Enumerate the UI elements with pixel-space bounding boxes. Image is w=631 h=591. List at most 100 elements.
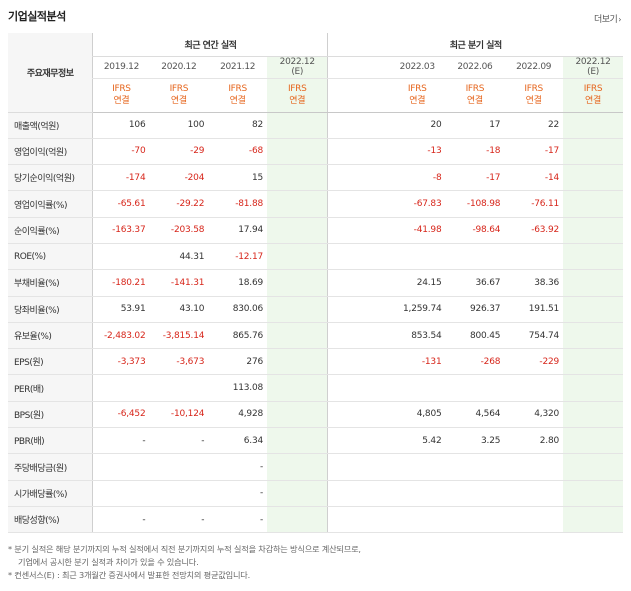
table-cell: 926.37	[445, 296, 505, 323]
table-cell	[92, 480, 150, 507]
period-label: 2022.03	[399, 62, 435, 72]
table-cell: 18.69	[208, 269, 268, 297]
table-cell	[563, 296, 623, 323]
table-cell: -	[208, 453, 268, 481]
table-cell	[327, 348, 389, 376]
table-cell	[327, 296, 389, 323]
table-cell: -17	[445, 164, 505, 192]
row-label: 당좌비율(%)	[8, 296, 93, 323]
table-cell: -13	[388, 138, 446, 166]
table-cell	[327, 322, 389, 350]
estimate-suffix: (E)	[587, 67, 599, 77]
table-cell: -3,815.14	[149, 322, 209, 350]
table-cell	[563, 401, 623, 429]
table-cell: 43.10	[149, 296, 209, 323]
table-cell: 830.06	[208, 296, 268, 323]
table-cell	[563, 348, 623, 376]
table-cell	[267, 164, 328, 192]
period-label: 2021.12	[220, 62, 256, 72]
table-cell	[267, 112, 328, 139]
table-cell: 6.34	[208, 427, 268, 455]
table-cell	[563, 480, 623, 507]
table-body: 매출액(억원) 106 100 82 20 17 22 영업이익(억원) -70 -29 -68 -1…	[8, 112, 623, 534]
table-cell	[267, 296, 328, 323]
table-cell	[327, 374, 389, 402]
standard-header: IFRS 연결	[504, 78, 564, 113]
table-cell	[327, 427, 389, 455]
table-cell: -3,673	[149, 348, 209, 376]
table-cell: 22	[504, 112, 564, 139]
table-cell	[149, 374, 209, 402]
standard-header: IFRS 연결	[92, 78, 150, 113]
label-column-header: 주요재무정보	[8, 33, 93, 113]
table-cell: -131	[388, 348, 446, 376]
row-label: ROE(%)	[8, 243, 93, 271]
more-link[interactable]: 더보기›	[593, 15, 621, 25]
table-cell	[267, 322, 328, 350]
period-label: 2022.09	[516, 62, 552, 72]
table-cell: -14	[504, 164, 564, 192]
table-cell: -180.21	[92, 269, 150, 297]
table-cell: -17	[504, 138, 564, 166]
table-row: 당좌비율(%) 53.91 43.10 830.06 1,259.74 926.37 191…	[8, 296, 623, 323]
table-cell	[445, 374, 505, 402]
consolidated-label: 연결	[585, 96, 601, 106]
table-row: 주당배당금(원) -	[8, 453, 623, 481]
table-cell: -67.83	[388, 190, 446, 218]
table-cell	[267, 269, 328, 297]
financial-table: 주요재무정보 최근 연간 실적 최근 분기 실적 2019.12 2020.12 2…	[8, 33, 623, 534]
table-row: 부채비율(%) -180.21 -141.31 18.69 24.15 36.67 38.3…	[8, 269, 623, 297]
period-header-2022.12: 2022.12 (E)	[267, 56, 328, 79]
table-cell	[563, 427, 623, 455]
table-cell	[267, 243, 328, 271]
table-cell: -12.17	[208, 243, 268, 271]
row-label: 유보율(%)	[8, 322, 93, 350]
table-cell	[563, 506, 623, 534]
table-cell: 3.25	[445, 427, 505, 455]
table-cell	[388, 506, 446, 534]
table-cell: -3,373	[92, 348, 150, 376]
table-cell	[267, 453, 328, 481]
standard-header: IFRS 연결	[388, 78, 446, 113]
table-cell	[327, 138, 389, 166]
table-cell	[388, 374, 446, 402]
period-label: 2022.06	[457, 62, 493, 72]
row-label: 매출액(억원)	[8, 112, 93, 139]
table-cell: 20	[388, 112, 446, 139]
table-cell	[445, 480, 505, 507]
table-cell	[445, 506, 505, 534]
table-cell	[388, 480, 446, 507]
table-row: BPS(원) -6,452 -10,124 4,928 4,805 4,564 4,320	[8, 401, 623, 429]
table-cell	[267, 427, 328, 455]
chevron-right-icon: ›	[618, 15, 621, 24]
table-cell	[327, 401, 389, 429]
table-cell	[445, 453, 505, 481]
ifrs-label: IFRS	[287, 84, 307, 94]
table-cell: 4,320	[504, 401, 564, 429]
table-cell	[563, 243, 623, 271]
table-cell: -174	[92, 164, 150, 192]
table-cell	[267, 217, 328, 244]
ifrs-label: IFRS	[524, 84, 543, 94]
table-cell	[267, 374, 328, 402]
standard-header: IFRS 연결	[208, 78, 268, 113]
table-cell: 44.31	[149, 243, 209, 271]
table-cell	[445, 243, 505, 271]
table-cell: -18	[445, 138, 505, 166]
table-cell	[149, 480, 209, 507]
table-cell: -29	[149, 138, 209, 166]
standard-header: IFRS 연결	[563, 78, 623, 113]
table-cell	[327, 480, 389, 507]
ifrs-label: IFRS	[465, 84, 485, 94]
period-header-2022.06: 2022.06	[445, 56, 505, 79]
consolidated-label: 연결	[229, 96, 246, 106]
table-row: 영업이익(억원) -70 -29 -68 -13 -18 -17	[8, 138, 623, 166]
table-cell	[267, 190, 328, 218]
table-cell: -	[208, 480, 268, 507]
table-cell: -	[92, 427, 150, 455]
table-cell: -	[149, 506, 209, 534]
table-cell: -70	[92, 138, 150, 166]
table-cell: 24.15	[388, 269, 446, 297]
row-label: 부채비율(%)	[8, 269, 93, 297]
table-cell: -65.61	[92, 190, 150, 218]
